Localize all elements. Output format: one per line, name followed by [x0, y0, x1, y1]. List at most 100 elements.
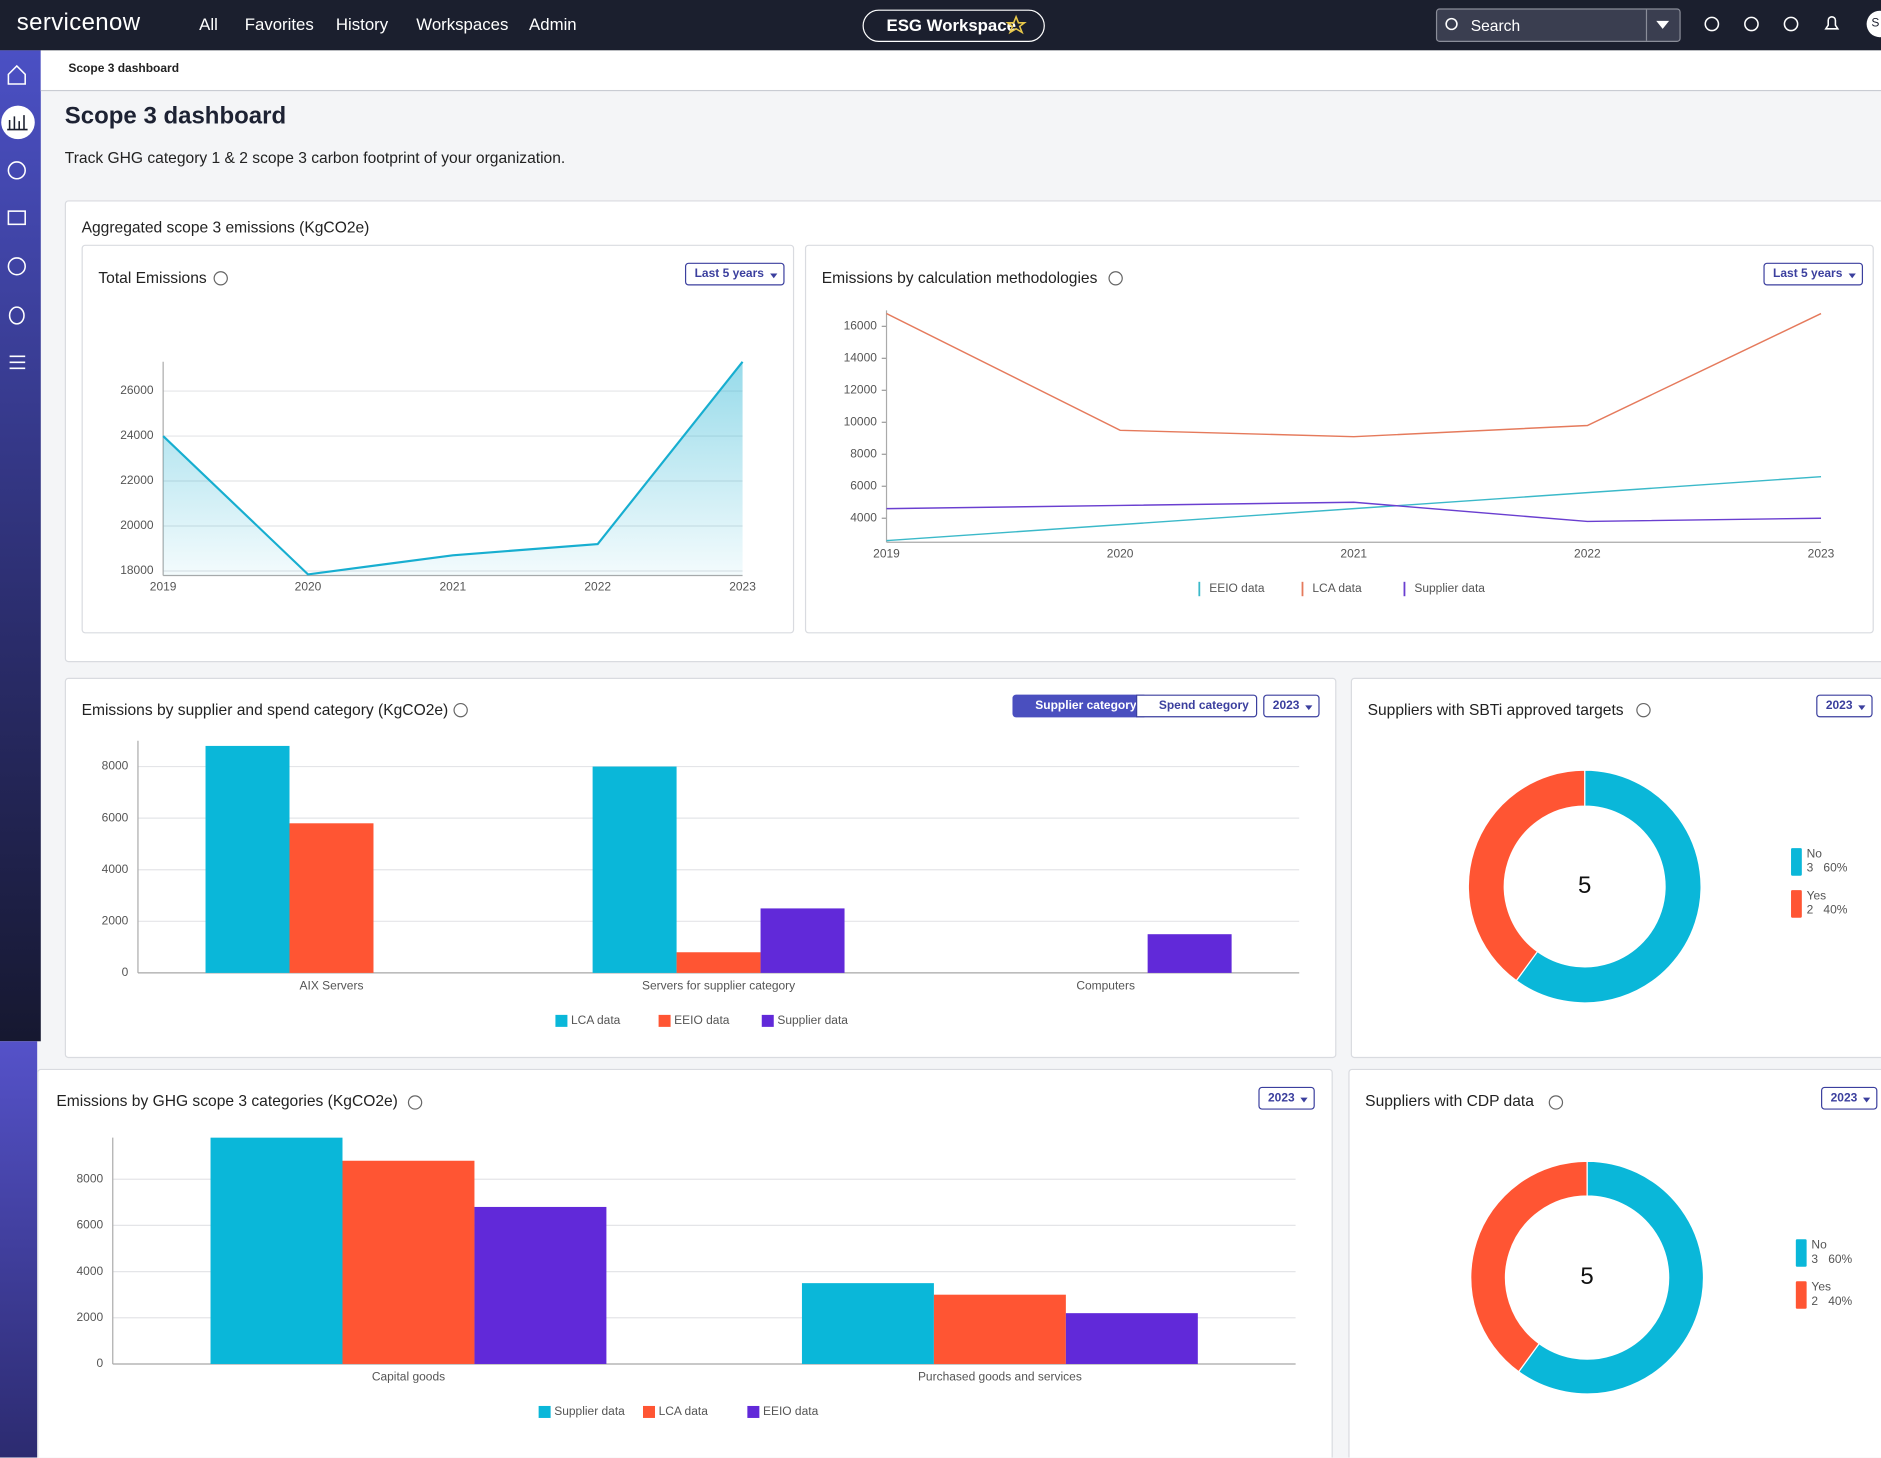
filter-button[interactable]: 2023 — [1263, 694, 1320, 718]
series-line — [886, 501, 1822, 523]
page-subtitle: Track GHG category 1 & 2 scope 3 carbon … — [64, 148, 566, 167]
search-caret[interactable] — [1656, 20, 1670, 29]
workspace-pill[interactable] — [862, 9, 1045, 42]
info-icon[interactable] — [1548, 1095, 1564, 1110]
filter-button[interactable]: 2023 — [1821, 1086, 1878, 1110]
legend-swatch — [555, 1014, 568, 1027]
y-tick-label: 8000 — [850, 446, 877, 460]
filter-button[interactable]: 2023 — [1258, 1086, 1316, 1110]
filter-button[interactable]: Last 5 years — [1763, 262, 1863, 286]
legend-value: 2 — [1807, 903, 1814, 917]
nav-item[interactable]: Admin — [529, 14, 577, 34]
legend-label: LCA data — [659, 1404, 709, 1418]
chart-title: Emissions by GHG scope 3 categories (KgC… — [56, 1091, 398, 1110]
chat-icon[interactable] — [1744, 16, 1759, 32]
y-tick-label: 18000 — [120, 563, 154, 577]
avatar[interactable]: S — [1866, 10, 1881, 38]
x-tick-label: 2019 — [873, 546, 900, 560]
brand[interactable]: servicenow — [16, 9, 141, 36]
legend-swatch — [1791, 890, 1802, 918]
table-icon[interactable] — [7, 210, 26, 226]
bar — [933, 1294, 1066, 1364]
legend-label: Supplier data — [554, 1404, 625, 1418]
x-tick-label: Capital goods — [372, 1369, 445, 1383]
y-tick-label: 24000 — [120, 428, 154, 442]
info-icon[interactable] — [453, 702, 468, 718]
bar — [1147, 934, 1232, 973]
check-icon[interactable] — [7, 257, 26, 276]
info-icon[interactable] — [407, 1095, 423, 1110]
y-tick-label: 4000 — [76, 1264, 103, 1278]
bar — [1065, 1313, 1198, 1364]
legend-swatch — [1795, 1281, 1807, 1309]
home-icon[interactable] — [7, 64, 26, 85]
x-tick-label: 2022 — [584, 580, 611, 594]
legend-label: Supplier data — [1414, 581, 1485, 595]
x-tick-label: 2020 — [1107, 546, 1134, 560]
donut-total: 5 — [1580, 1263, 1593, 1290]
active-icon[interactable] — [1, 105, 35, 140]
info-icon[interactable] — [1108, 271, 1123, 286]
chart-card — [804, 244, 1874, 634]
legend-swatch — [747, 1405, 760, 1418]
legend-swatch — [1403, 581, 1406, 597]
x-tick-label: 2022 — [1574, 546, 1601, 560]
search-box[interactable] — [1435, 8, 1681, 42]
nav-item[interactable]: All — [199, 14, 218, 34]
legend-label: EEIO data — [763, 1404, 819, 1418]
filter-button[interactable]: 2023 — [1816, 694, 1873, 718]
y-tick-label: 4000 — [850, 510, 877, 524]
x-tick-label: Computers — [1076, 978, 1135, 992]
y-tick-label: 6000 — [76, 1218, 103, 1232]
y-tick-label: 6000 — [102, 810, 129, 824]
breadcrumb[interactable]: Scope 3 dashboard — [68, 62, 180, 76]
legend-swatch — [642, 1405, 655, 1418]
nav-item[interactable]: History — [335, 14, 389, 34]
legend-label: Yes — [1811, 1279, 1831, 1293]
section-title: Aggregated scope 3 emissions (KgCO2e) — [81, 218, 370, 237]
legend-share: 60% — [1828, 1252, 1852, 1266]
legend-swatch — [1198, 581, 1201, 597]
legend-share: 60% — [1823, 861, 1847, 875]
y-tick-label: 8000 — [102, 759, 129, 773]
chart-icon[interactable] — [7, 161, 26, 180]
chart-title: Suppliers with SBTi approved targets — [1367, 700, 1624, 719]
y-tick-label: 20000 — [120, 518, 154, 532]
legend-label: LCA data — [1312, 581, 1362, 595]
bell-icon[interactable] — [1824, 16, 1840, 30]
sidebar — [0, 50, 41, 1042]
nav-item[interactable]: Favorites — [244, 14, 314, 34]
y-tick-label: 8000 — [76, 1171, 103, 1185]
y-tick-label: 6000 — [850, 478, 877, 492]
globe-icon[interactable] — [1704, 16, 1720, 32]
workspace-name: ESG Workspace — [886, 15, 1016, 35]
list-icon[interactable] — [9, 355, 26, 370]
bar — [342, 1160, 475, 1364]
toggle-active[interactable]: Supplier category — [1012, 694, 1145, 718]
dashboard-icon — [7, 115, 28, 131]
legend-share: 40% — [1828, 1294, 1852, 1308]
info-icon[interactable] — [1636, 702, 1651, 718]
legend-label: Yes — [1807, 888, 1827, 902]
legend-value: 3 — [1807, 861, 1814, 875]
bar — [676, 952, 761, 973]
donut-total: 5 — [1578, 872, 1591, 899]
breadcrumb-bar — [40, 50, 1881, 92]
chart-title: Emissions by calculation methodologies — [821, 268, 1098, 287]
info-icon[interactable] — [213, 271, 228, 286]
chart-card — [1348, 1068, 1881, 1458]
icons — [1, 14, 1840, 370]
page-title: Scope 3 dashboard — [64, 103, 287, 130]
donut-slice — [1517, 1160, 1705, 1395]
toggle[interactable]: Spend category — [1136, 694, 1258, 718]
y-tick-label: 2000 — [76, 1310, 103, 1324]
help-icon[interactable] — [1783, 16, 1799, 32]
legend-label: Supplier data — [777, 1013, 848, 1027]
db-icon[interactable] — [8, 306, 25, 325]
filter-button[interactable]: Last 5 years — [684, 262, 785, 286]
nav-item[interactable]: Workspaces — [416, 14, 509, 34]
donut-slice — [1467, 769, 1586, 982]
star-icon[interactable] — [1005, 14, 1027, 35]
y-tick-label: 22000 — [120, 473, 154, 487]
legend-swatch — [1301, 581, 1304, 597]
